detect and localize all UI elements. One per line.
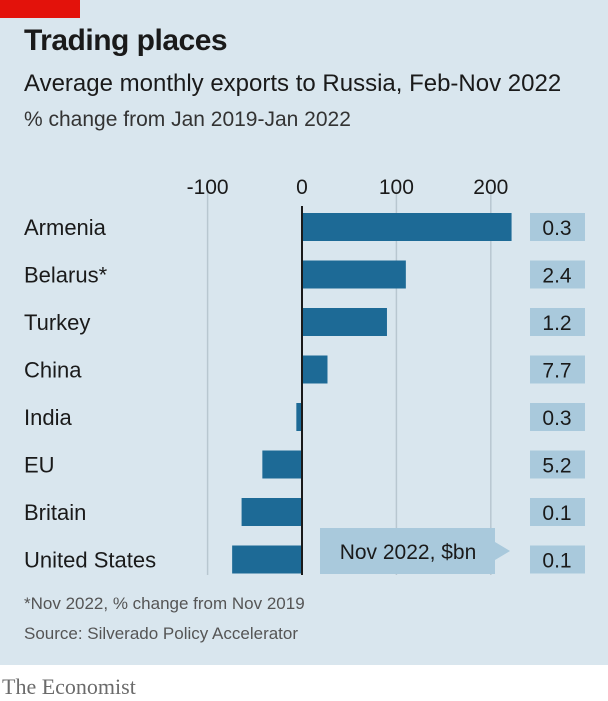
- category-label: Belarus*: [24, 263, 108, 288]
- value-label: 1.2: [542, 312, 571, 335]
- chart-subtitle: Average monthly exports to Russia, Feb-N…: [24, 70, 561, 98]
- bar: [302, 261, 406, 289]
- callout-label: Nov 2022, $bn: [340, 541, 477, 564]
- category-label: Britain: [24, 500, 86, 525]
- bar: [302, 356, 327, 384]
- category-label: Armenia: [24, 215, 107, 240]
- value-column: 0.3 2.4 1.2 7.7 0.3 5.2 0.1 0.1: [530, 213, 585, 574]
- category-label: Turkey: [24, 310, 90, 335]
- x-tick-label: 100: [379, 176, 414, 199]
- category-label: United States: [24, 548, 156, 573]
- bar: [302, 213, 512, 241]
- value-label: 5.2: [542, 455, 571, 478]
- chart-title: Trading places: [24, 24, 227, 58]
- bar: [242, 498, 302, 526]
- bar-chart: -100 0 100 200 Armenia Belarus* Turkey China In…: [0, 160, 608, 590]
- source-note: Source: Silverado Policy Accelerator: [24, 624, 298, 644]
- value-label: 0.3: [542, 407, 571, 430]
- bar: [302, 308, 387, 336]
- value-label: 0.1: [542, 550, 571, 573]
- category-label: China: [24, 358, 82, 383]
- value-label: 7.7: [542, 360, 571, 383]
- publisher-logo: The Economist: [2, 674, 136, 700]
- value-label: 0.1: [542, 502, 571, 525]
- x-tick-label: 200: [473, 176, 508, 199]
- value-column-callout: Nov 2022, $bn: [320, 528, 510, 574]
- chart-panel: Trading places Average monthly exports t…: [0, 0, 608, 665]
- category-label: EU: [24, 453, 55, 478]
- value-label: 2.4: [542, 265, 572, 288]
- footnote: *Nov 2022, % change from Nov 2019: [24, 594, 305, 614]
- bars: [232, 213, 511, 574]
- bar: [232, 546, 302, 574]
- value-label: 0.3: [542, 217, 571, 240]
- bar: [262, 451, 302, 479]
- category-label: India: [24, 405, 72, 430]
- x-tick-labels: -100 0 100 200: [187, 176, 509, 199]
- x-tick-label: -100: [187, 176, 229, 199]
- axis-unit-label: % change from Jan 2019-Jan 2022: [24, 108, 351, 132]
- x-tick-label: 0: [296, 176, 308, 199]
- category-labels: Armenia Belarus* Turkey China India EU Britain…: [24, 215, 156, 573]
- brand-red-tag: [0, 0, 80, 18]
